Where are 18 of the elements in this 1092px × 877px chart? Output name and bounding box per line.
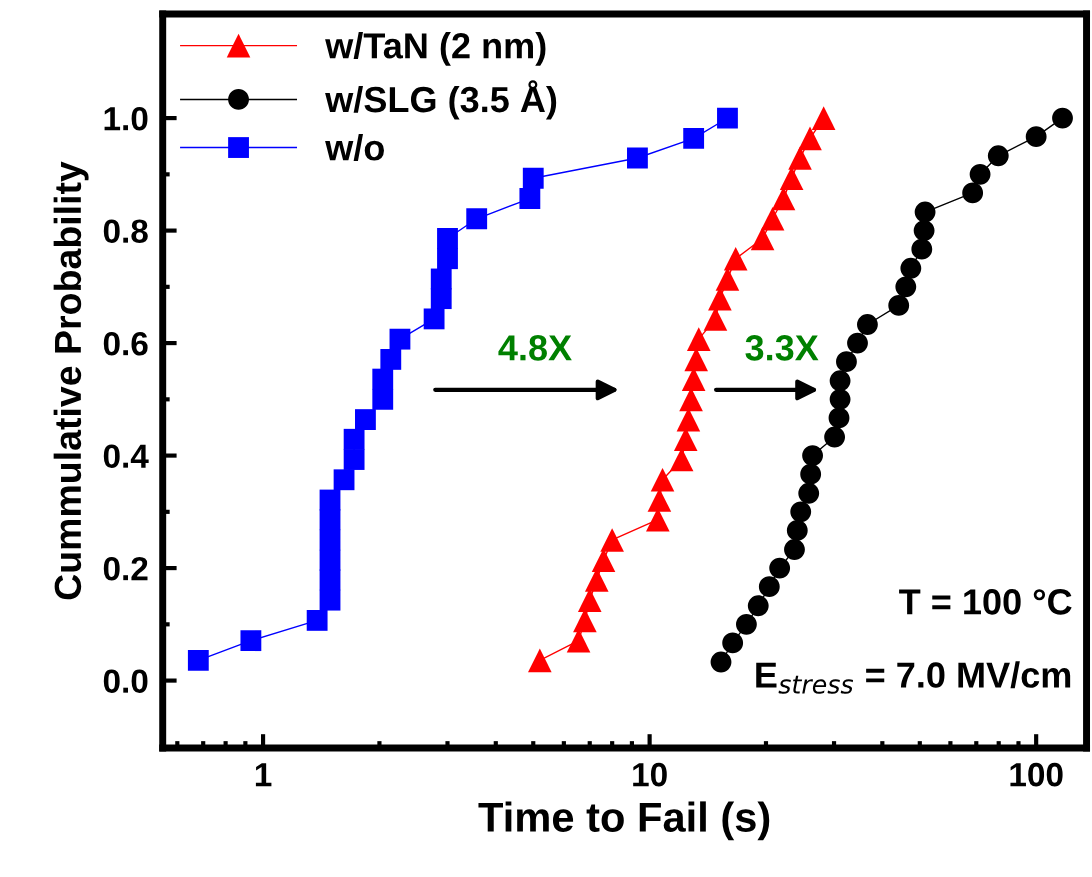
x-tick-label: 100: [1010, 762, 1063, 787]
x-axis-title: Time to Fail (s): [478, 801, 770, 841]
y-tick-label: 0.2: [103, 556, 148, 581]
annotation: 3.3X: [745, 335, 819, 361]
legend-label: w/o: [325, 134, 384, 161]
y-axis-title: Cummulative Probability: [53, 161, 89, 600]
y-tick-label: 0.6: [103, 331, 148, 356]
x-tick-label: 10: [633, 762, 667, 787]
legend-label: w/TaN (2 nm): [325, 32, 546, 66]
y-tick-label: 0.8: [103, 219, 148, 243]
annotation: T = 100 °C: [899, 589, 1072, 615]
y-tick-label: 0.4: [103, 444, 149, 468]
x-tick-label: 1: [255, 763, 272, 787]
annotation: E$_{stress}$ = 7.0 MV/cm: [756, 661, 1071, 694]
legend-label: w/SLG (3.5 Å): [325, 80, 557, 120]
y-tick-label: 1.0: [104, 106, 148, 131]
annotation: 4.8X: [498, 335, 572, 361]
y-tick-label: 0.0: [103, 669, 148, 693]
